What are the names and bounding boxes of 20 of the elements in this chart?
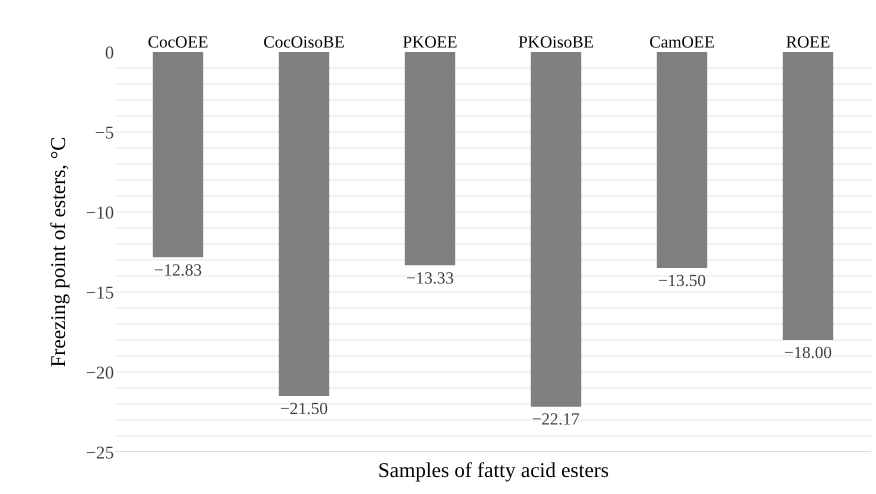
data-label: −18.00 <box>784 343 832 362</box>
data-label: −13.50 <box>658 271 706 290</box>
x-tick-label: CocOEE <box>148 32 208 52</box>
x-axis-title: Samples of fatty acid esters <box>378 458 609 482</box>
x-tick-label: CocOisoBE <box>263 32 345 52</box>
data-label: −12.83 <box>154 260 202 280</box>
y-tick-label: −5 <box>94 122 114 142</box>
data-label: −22.17 <box>532 410 580 429</box>
x-tick-label: CamOEE <box>649 32 715 52</box>
y-tick-label: −20 <box>86 362 114 382</box>
x-tick-label: ROEE <box>786 32 830 52</box>
data-label: −21.50 <box>280 399 328 418</box>
x-tick-label: PKOisoBE <box>518 32 594 52</box>
x-tick-label: PKOEE <box>402 32 458 52</box>
data-label: −13.33 <box>406 268 454 288</box>
y-tick-label: −15 <box>86 282 114 302</box>
y-tick-label: 0 <box>105 42 114 62</box>
y-tick-label: −10 <box>86 202 114 222</box>
y-tick-label: −25 <box>86 442 114 462</box>
y-axis-title: Freezing point of esters, °C <box>46 136 70 368</box>
